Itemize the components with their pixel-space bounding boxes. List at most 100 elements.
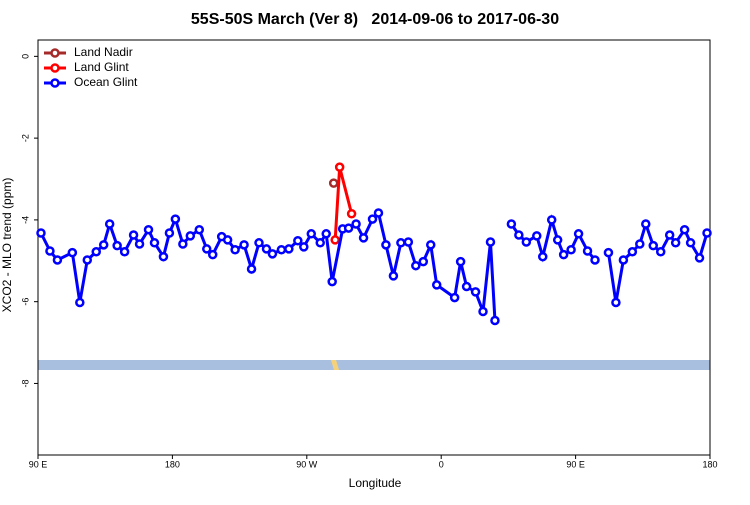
data-point: [321, 229, 331, 239]
y-tick-label: -2: [20, 134, 30, 142]
data-point: [207, 249, 218, 260]
x-tick-label: 90 W: [296, 459, 318, 469]
data-point: [470, 287, 481, 297]
data-point: [239, 240, 249, 250]
data-point: [261, 244, 272, 254]
data-point: [670, 238, 681, 248]
chart-title: 55S-50S March (Ver 8) 2014-09-06 to 2017…: [191, 11, 559, 28]
y-tick-label: -8: [20, 379, 30, 387]
data-point: [685, 238, 696, 248]
data-point: [284, 244, 294, 254]
data-point: [431, 280, 442, 290]
data-point: [185, 231, 196, 241]
legend-label: Land Nadir: [74, 45, 133, 59]
legend-label: Land Glint: [74, 60, 129, 74]
data-point: [627, 247, 638, 257]
data-point: [254, 238, 264, 248]
data-point: [702, 228, 712, 238]
legend-marker: [50, 63, 60, 73]
data-point: [396, 238, 406, 248]
data-point: [478, 306, 488, 317]
data-point: [82, 255, 93, 265]
data-point: [201, 244, 212, 254]
x-tick-label: 180: [165, 459, 180, 469]
data-point: [222, 235, 233, 245]
data-point: [603, 247, 614, 258]
data-point: [91, 247, 101, 257]
x-tick-label: 180: [702, 459, 717, 469]
y-tick-label: 0: [20, 54, 30, 59]
data-point: [367, 214, 378, 224]
data-point: [158, 251, 169, 262]
data-point: [328, 178, 339, 188]
data-point: [514, 230, 524, 240]
plot-frame: [37, 39, 711, 456]
data-point: [104, 219, 115, 229]
data-point: [411, 260, 421, 271]
data-point: [327, 276, 337, 287]
data-point: [388, 271, 399, 281]
data-point: [635, 239, 645, 249]
series-line: [39, 209, 709, 321]
data-point: [664, 230, 675, 240]
data-point: [334, 162, 345, 172]
data-point: [98, 240, 109, 250]
data-point: [552, 235, 563, 245]
surface-strip-land: [331, 360, 339, 370]
data-point: [537, 251, 548, 262]
data-point: [306, 229, 317, 239]
data-point: [403, 237, 414, 247]
x-tick-label: 90 E: [29, 459, 48, 469]
data-point: [346, 209, 357, 219]
data-point: [455, 256, 466, 267]
data-point: [618, 255, 629, 265]
data-point: [590, 255, 600, 265]
data-point: [45, 246, 55, 256]
data-point: [694, 253, 705, 263]
data-point: [425, 240, 436, 250]
data-point: [75, 297, 85, 308]
y-axis-label: XCO2 - MLO trend (ppm): [0, 178, 14, 313]
data-point: [521, 237, 532, 247]
data-point: [143, 224, 154, 235]
data-point: [36, 228, 46, 238]
x-tick-label: 90 E: [566, 459, 585, 469]
data-point: [351, 219, 361, 229]
data-point: [418, 256, 429, 267]
data-point: [67, 247, 78, 258]
data-point: [558, 249, 569, 260]
data-point: [119, 247, 130, 257]
data-point: [112, 240, 122, 251]
data-point: [194, 224, 205, 235]
legend-label: Ocean Glint: [74, 75, 138, 89]
data-point: [52, 255, 63, 265]
data-point: [532, 231, 542, 241]
surface-strip: [38, 360, 710, 370]
data-point: [573, 229, 584, 239]
data-point: [358, 233, 369, 243]
data-point: [655, 247, 666, 257]
data-point: [506, 219, 517, 229]
x-axis-label: Longitude: [349, 476, 402, 490]
data-point: [679, 224, 690, 235]
data-point: [490, 315, 500, 326]
y-tick-label: -4: [20, 216, 30, 224]
data-point: [546, 215, 557, 225]
data-point: [230, 244, 240, 255]
legend-marker: [50, 78, 60, 88]
data-point: [267, 249, 278, 259]
data-point: [170, 214, 181, 224]
data-point: [178, 239, 188, 249]
data-point: [299, 242, 309, 252]
data-point: [315, 238, 325, 248]
data-point: [582, 246, 593, 256]
x-tick-label: 0: [439, 459, 444, 469]
data-point: [611, 297, 621, 308]
data-point: [246, 264, 257, 274]
legend-marker: [50, 48, 60, 58]
data-point: [276, 244, 287, 255]
data-point: [449, 292, 460, 303]
data-point: [641, 219, 651, 229]
data-point: [461, 281, 472, 292]
